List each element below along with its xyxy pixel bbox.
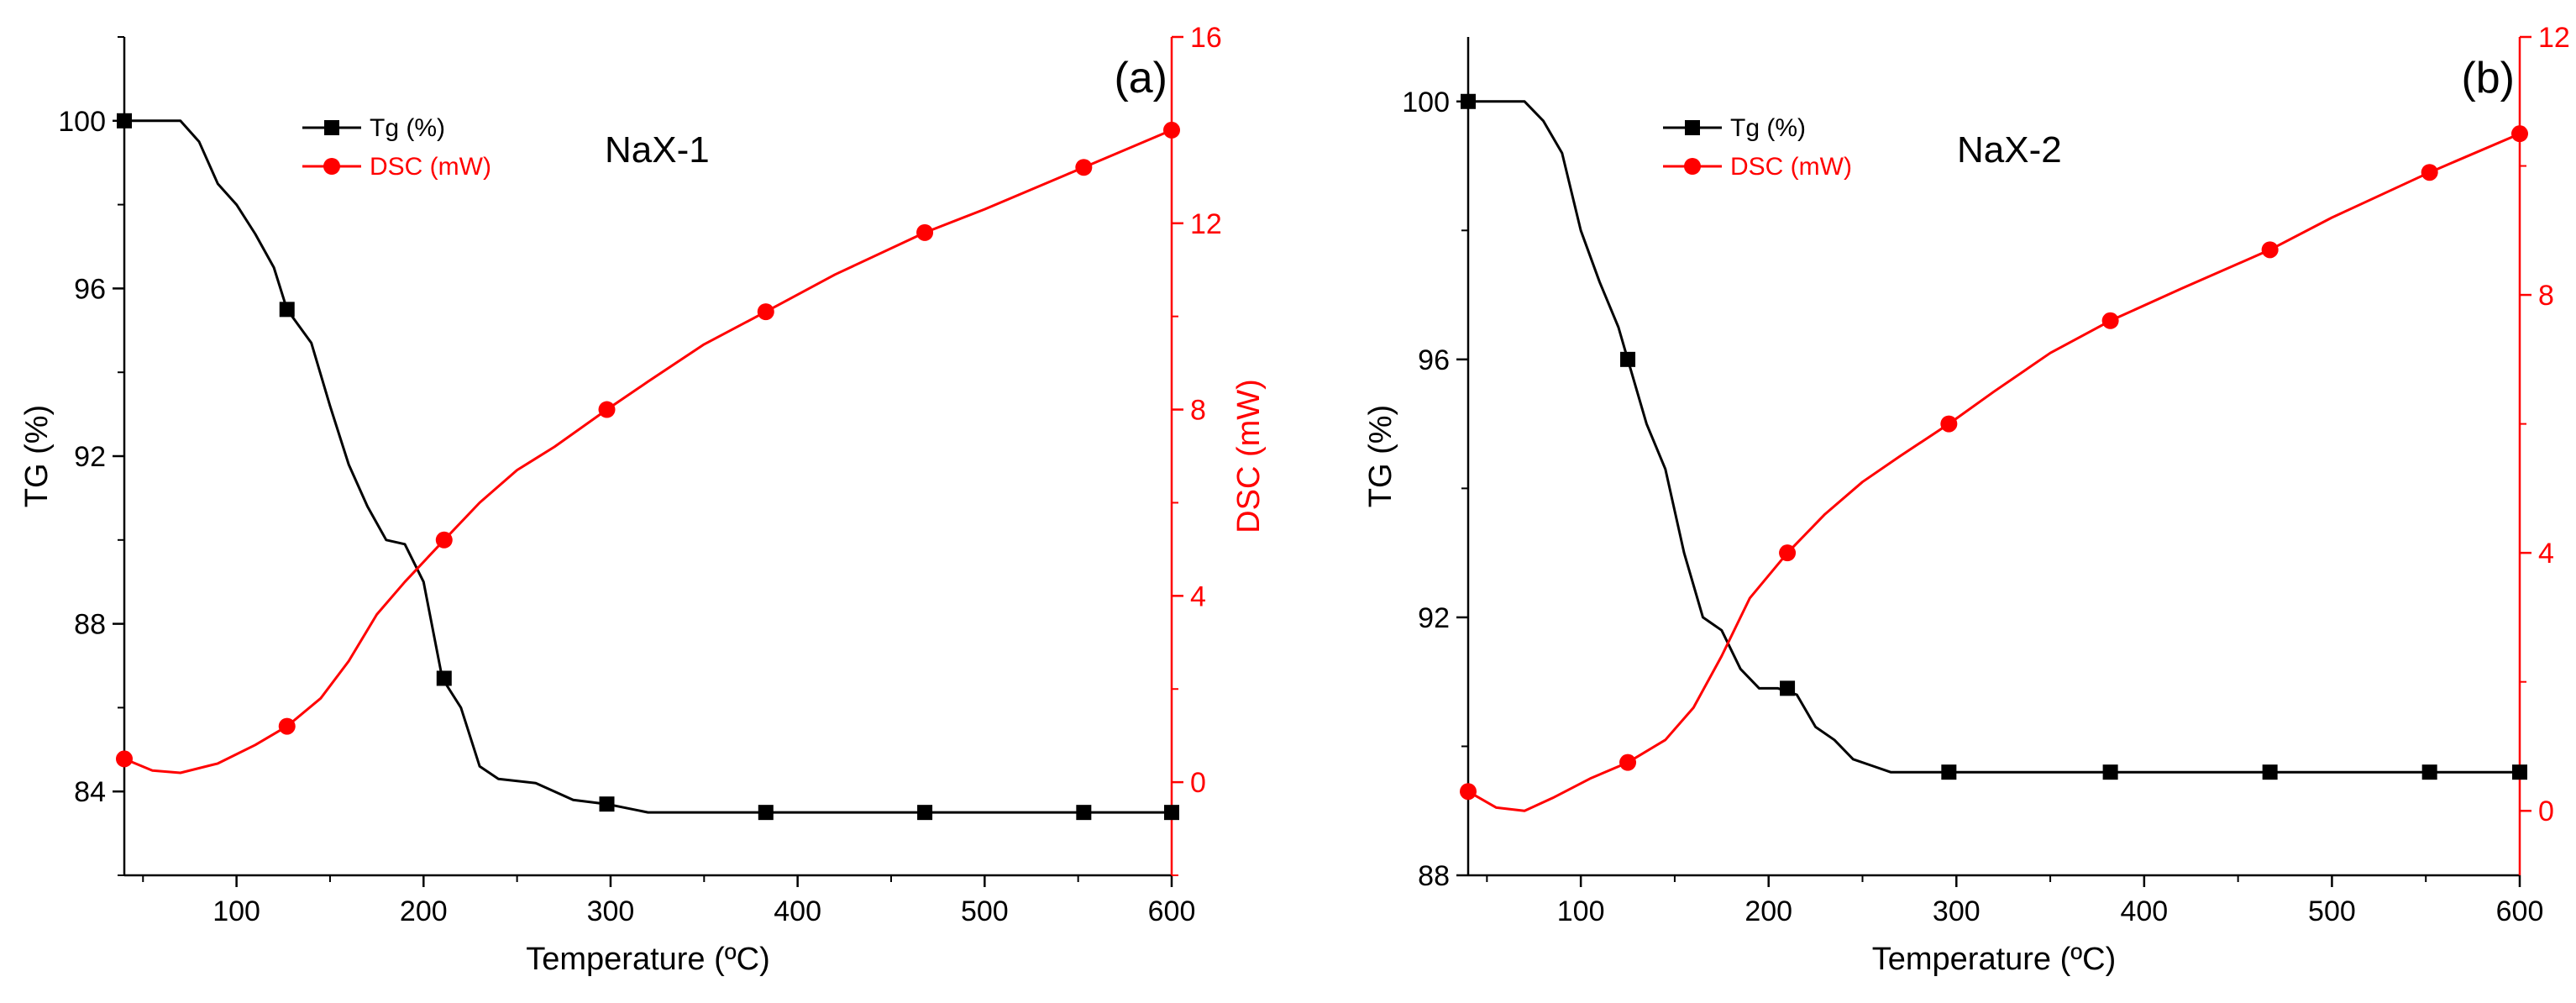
tg-data-point: [279, 302, 295, 318]
dsc-data-point: [1619, 754, 1637, 771]
dsc-data-point: [916, 223, 934, 241]
x-tick-label: 300: [1933, 895, 1981, 927]
left-y-tick-label: 96: [74, 273, 106, 305]
x-axis-title: Temperature (ºC): [1872, 942, 2117, 977]
dsc-data-point: [116, 750, 133, 768]
dsc-data-point: [1940, 415, 1958, 433]
legend-dsc-label: DSC (mW): [370, 153, 491, 181]
tg-data-point: [2421, 764, 2437, 780]
x-tick-label: 200: [400, 895, 448, 927]
tg-data-point: [436, 670, 452, 686]
dsc-data-point: [2101, 312, 2119, 329]
legend-dsc-marker: [1684, 158, 1701, 175]
x-tick-label: 100: [1557, 895, 1605, 927]
x-tick-label: 100: [212, 895, 260, 927]
right-y-tick-label: 8: [1190, 395, 1206, 427]
legend-tg-marker: [324, 120, 339, 135]
right-y-tick-label: 8: [2538, 280, 2554, 312]
dsc-data-point: [2261, 241, 2279, 259]
tg-series-line: [124, 119, 1172, 814]
left-y-tick-label: 100: [1402, 87, 1450, 118]
right-y-tick-label: 4: [2538, 538, 2554, 570]
tg-data-point: [1620, 351, 1636, 367]
dsc-data-point: [1460, 783, 1477, 801]
left-y-axis-title: TG (%): [1363, 405, 1398, 507]
tg-data-point: [917, 805, 933, 821]
left-y-tick-label: 96: [1418, 344, 1450, 376]
tg-data-point: [1941, 764, 1957, 780]
legend-tg-label: Tg (%): [370, 114, 445, 142]
x-tick-label: 300: [587, 895, 635, 927]
dsc-data-point: [1163, 121, 1180, 139]
dsc-data-point: [1779, 544, 1797, 562]
tg-data-point: [1076, 805, 1092, 821]
left-y-tick-label: 84: [74, 776, 106, 808]
right-y-tick-label: 12: [2538, 22, 2570, 54]
chart-panel-b: 100 200 300 400 500 600 88 92 96 100 0 4 8 12 Temperat…: [1363, 22, 2570, 977]
tg-data-point: [1461, 93, 1476, 109]
x-tick-label: 500: [2308, 895, 2356, 927]
x-tick-label: 400: [2120, 895, 2168, 927]
sample-label: NaX-1: [605, 129, 710, 171]
dsc-data-point: [757, 303, 774, 321]
left-y-axis-title: TG (%): [19, 405, 55, 507]
left-y-tick-label: 88: [74, 609, 106, 641]
x-axis-title: Temperature (ºC): [526, 942, 770, 977]
left-y-tick-label: 92: [74, 441, 106, 473]
panel-label: (a): [1114, 54, 1167, 102]
right-y-tick-label: 16: [1190, 22, 1222, 54]
dsc-data-point: [435, 531, 453, 549]
right-y-tick-label: 0: [1190, 767, 1206, 799]
right-y-axis-title: DSC (mW): [1231, 379, 1267, 533]
dsc-series-line: [123, 129, 1173, 775]
tg-series-line: [1468, 100, 2520, 774]
dsc-series-line: [1467, 132, 2521, 812]
tg-data-point: [758, 805, 774, 821]
x-tick-label: 500: [961, 895, 1009, 927]
chart-panel-a: 100 200 300 400 500 600 84 88 92 96 100 0 4 8 12 16 Temp…: [19, 22, 1267, 977]
tg-data-point: [2262, 764, 2278, 780]
dsc-data-point: [598, 401, 616, 418]
left-y-tick-label: 92: [1418, 602, 1450, 634]
tg-data-point: [117, 113, 132, 129]
dsc-data-point: [1075, 159, 1093, 176]
x-tick-label: 400: [774, 895, 821, 927]
panel-label: (b): [2461, 54, 2515, 102]
left-y-tick-label: 100: [58, 106, 106, 138]
right-y-tick-label: 4: [1190, 580, 1206, 612]
tg-data-point: [1164, 805, 1179, 821]
sample-label: NaX-2: [1957, 129, 2062, 171]
legend-dsc-marker: [323, 158, 340, 175]
dsc-data-point: [2511, 125, 2528, 143]
right-y-tick-label: 0: [2538, 796, 2554, 827]
left-y-tick-label: 88: [1418, 860, 1450, 892]
legend-tg-marker: [1685, 120, 1700, 135]
x-tick-label: 600: [2496, 895, 2544, 927]
legend-tg-label: Tg (%): [1730, 114, 1806, 142]
dsc-data-point: [2421, 164, 2438, 181]
legend-dsc-label: DSC (mW): [1730, 153, 1852, 181]
x-tick-label: 600: [1148, 895, 1196, 927]
tg-data-point: [1780, 680, 1796, 696]
tg-data-point: [2512, 764, 2527, 780]
tg-data-point: [599, 796, 615, 812]
right-y-tick-label: 12: [1190, 208, 1222, 240]
dsc-data-point: [278, 717, 296, 735]
tg-data-point: [2102, 764, 2118, 780]
x-tick-label: 200: [1744, 895, 1792, 927]
